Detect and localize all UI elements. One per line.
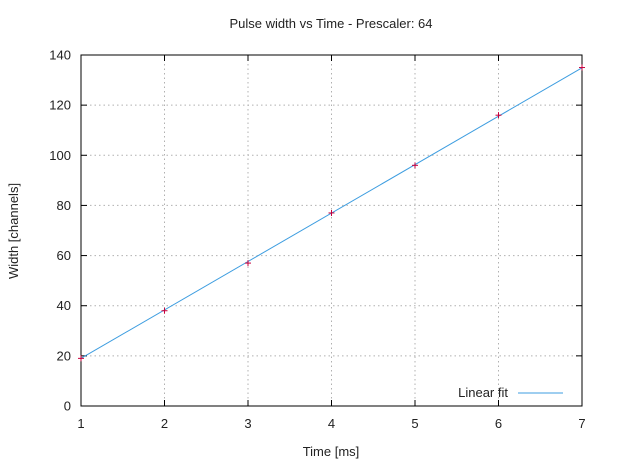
data-point xyxy=(495,112,502,119)
y-tick-label: 120 xyxy=(49,98,71,113)
x-tick-label: 2 xyxy=(161,416,168,431)
x-tick-label: 7 xyxy=(578,416,585,431)
data-point xyxy=(245,260,251,267)
x-tick-label: 4 xyxy=(328,416,335,431)
data-point xyxy=(412,162,418,169)
x-tick-label: 6 xyxy=(495,416,502,431)
y-tick-label: 80 xyxy=(57,198,71,213)
y-tick-label: 0 xyxy=(64,399,71,414)
y-tick-label: 40 xyxy=(57,298,71,313)
x-tick-label: 5 xyxy=(411,416,418,431)
legend-label-linear-fit: Linear fit xyxy=(458,385,508,400)
x-tick-label: 3 xyxy=(244,416,251,431)
y-axis-title: Width [channels] xyxy=(6,183,21,279)
y-tick-label: 20 xyxy=(57,348,71,363)
data-point xyxy=(579,64,585,71)
y-tick-label: 140 xyxy=(49,48,71,63)
tick-layer: 1 2 3 4 5 6 7 0 20 40 60 80 100 120 140 xyxy=(49,48,585,432)
y-tick-label: 100 xyxy=(49,148,71,163)
y-tick-label: 60 xyxy=(57,248,71,263)
chart-title: Pulse width vs Time - Prescaler: 64 xyxy=(229,16,432,31)
data-point xyxy=(328,209,335,216)
data-point xyxy=(161,307,168,314)
legend: Linear fit xyxy=(458,385,563,400)
x-tick-label: 1 xyxy=(77,416,84,431)
data-point xyxy=(78,355,84,362)
series-layer xyxy=(78,64,585,362)
x-axis-title: Time [ms] xyxy=(303,444,360,459)
